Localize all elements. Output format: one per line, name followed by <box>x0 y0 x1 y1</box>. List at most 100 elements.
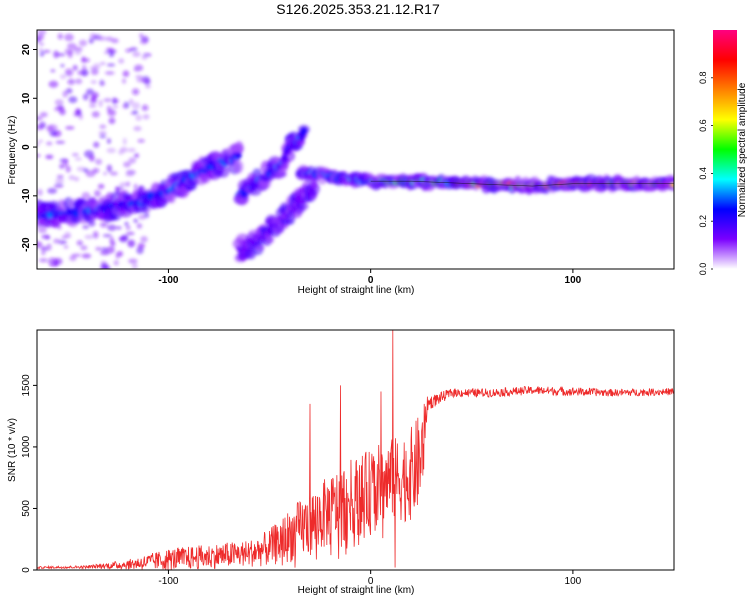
heatmap-noise-blob <box>126 181 131 187</box>
snr-panel: -100 0 100 0 500 1000 1500 Height of straight… <box>7 329 675 596</box>
heatmap-noise-blob <box>81 55 86 63</box>
heatmap-noise-blob <box>145 84 151 89</box>
snr-plot-area <box>37 330 674 570</box>
heatmap-noise-blob <box>111 38 119 44</box>
heatmap-noise-blob <box>91 111 100 118</box>
heatmap-noise-blob <box>133 152 140 159</box>
snr-y-tick-label: 0 <box>21 567 32 573</box>
heatmap-noise-blob <box>95 158 103 165</box>
heatmap-noise-blob <box>64 33 74 42</box>
heatmap-noise-blob <box>135 75 143 79</box>
heatmap-noise-blob <box>39 51 45 57</box>
heatmap-noise-blob <box>94 189 101 198</box>
heatmap-noise-blob <box>47 124 58 131</box>
heatmap-halo-blob <box>264 236 275 244</box>
heatmap-noise-blob <box>47 187 58 194</box>
spectrogram-y-tick-label: -20 <box>21 237 32 252</box>
heatmap-noise-blob <box>129 47 138 52</box>
snr-y-tick-label: 500 <box>21 500 32 517</box>
heatmap-noise-blob <box>99 61 106 66</box>
heatmap-noise-blob <box>124 221 129 226</box>
heatmap-noise-blob <box>37 116 43 121</box>
heatmap-noise-blob <box>53 50 59 59</box>
heatmap-noise-blob <box>128 157 137 164</box>
heatmap-noise-blob <box>92 231 99 239</box>
heatmap-noise-blob <box>131 88 140 96</box>
colorbar-tick-label: 0.6 <box>698 119 708 132</box>
heatmap-core-blob <box>300 127 308 135</box>
spectrogram-x-tick-label: 100 <box>565 275 582 286</box>
heatmap-noise-blob <box>48 80 59 88</box>
heatmap-noise-blob <box>40 246 48 252</box>
heatmap-noise-blob <box>133 67 141 72</box>
heatmap-noise-blob <box>63 245 69 249</box>
heatmap-noise-blob <box>113 260 119 266</box>
heatmap-noise-blob <box>92 168 100 174</box>
heatmap-noise-blob <box>38 47 44 53</box>
heatmap-noise-blob <box>99 251 110 256</box>
spectrogram-y-tick-label: -10 <box>21 188 32 203</box>
heatmap-noise-blob <box>64 68 74 77</box>
heatmap-noise-blob <box>104 71 115 76</box>
heatmap-noise-blob <box>122 103 127 109</box>
snr-y-tick-label: 1500 <box>21 374 32 397</box>
heatmap-noise-blob <box>118 58 125 64</box>
snr-frame <box>36 329 675 571</box>
heatmap-noise-blob <box>60 64 65 68</box>
heatmap-noise-blob <box>106 63 116 67</box>
heatmap-noise-blob <box>84 234 94 240</box>
snr-y-tick-label: 1000 <box>21 435 32 458</box>
heatmap-noise-blob <box>99 124 107 130</box>
heatmap-noise-blob <box>138 214 146 220</box>
heatmap-noise-blob <box>41 234 51 239</box>
heatmap-noise-blob <box>95 246 102 251</box>
heatmap-noise-blob <box>74 157 82 161</box>
heatmap-noise-blob <box>85 170 96 178</box>
heatmap-noise-blob <box>53 238 61 244</box>
spectrogram-y-tick-label: 20 <box>21 44 32 56</box>
heatmap-blobs <box>37 30 674 269</box>
snr-x-axis-label: Height of straight line (km) <box>298 585 415 596</box>
heatmap-noise-blob <box>68 96 78 104</box>
heatmap-noise-blob <box>71 153 79 157</box>
colorbar-gradient <box>713 30 737 269</box>
heatmap-noise-blob <box>89 103 97 108</box>
heatmap-noise-blob <box>99 221 108 228</box>
heatmap-noise-blob <box>108 117 116 125</box>
heatmap-noise-blob <box>63 159 68 168</box>
snr-x-tick-label: 0 <box>368 576 374 587</box>
heatmap-noise-blob <box>98 131 107 135</box>
heatmap-noise-blob <box>121 78 127 84</box>
snr-y-axis-label: SNR (10 * v/v) <box>7 418 18 482</box>
heatmap-noise-blob <box>136 223 143 229</box>
heatmap-noise-blob <box>80 245 88 251</box>
heatmap-halo-blob <box>232 159 244 174</box>
heatmap-noise-blob <box>133 218 139 223</box>
heatmap-noise-blob <box>115 226 122 230</box>
heatmap-noise-blob <box>90 80 97 84</box>
heatmap-noise-blob <box>56 53 66 57</box>
heatmap-noise-blob <box>59 108 66 116</box>
heatmap-noise-blob <box>90 68 99 76</box>
heatmap-noise-blob <box>73 176 80 182</box>
heatmap-halo-blob <box>248 189 262 196</box>
heatmap-noise-blob <box>68 175 76 181</box>
heatmap-noise-blob <box>105 36 114 42</box>
heatmap-halo-blob <box>217 164 230 178</box>
heatmap-noise-blob <box>71 253 82 257</box>
heatmap-noise-blob <box>128 258 138 264</box>
heatmap-noise-blob <box>65 125 75 130</box>
heatmap-noise-blob <box>111 97 118 105</box>
heatmap-noise-blob <box>37 188 43 197</box>
spectrogram-heatmap <box>37 30 674 269</box>
heatmap-noise-blob <box>59 163 65 169</box>
heatmap-noise-blob <box>122 137 127 146</box>
heatmap-noise-blob <box>50 69 56 73</box>
heatmap-noise-blob <box>97 183 105 189</box>
heatmap-noise-blob <box>90 95 97 103</box>
heatmap-noise-blob <box>99 81 106 86</box>
heatmap-halo-blob <box>254 244 265 252</box>
heatmap-noise-blob <box>76 240 83 246</box>
